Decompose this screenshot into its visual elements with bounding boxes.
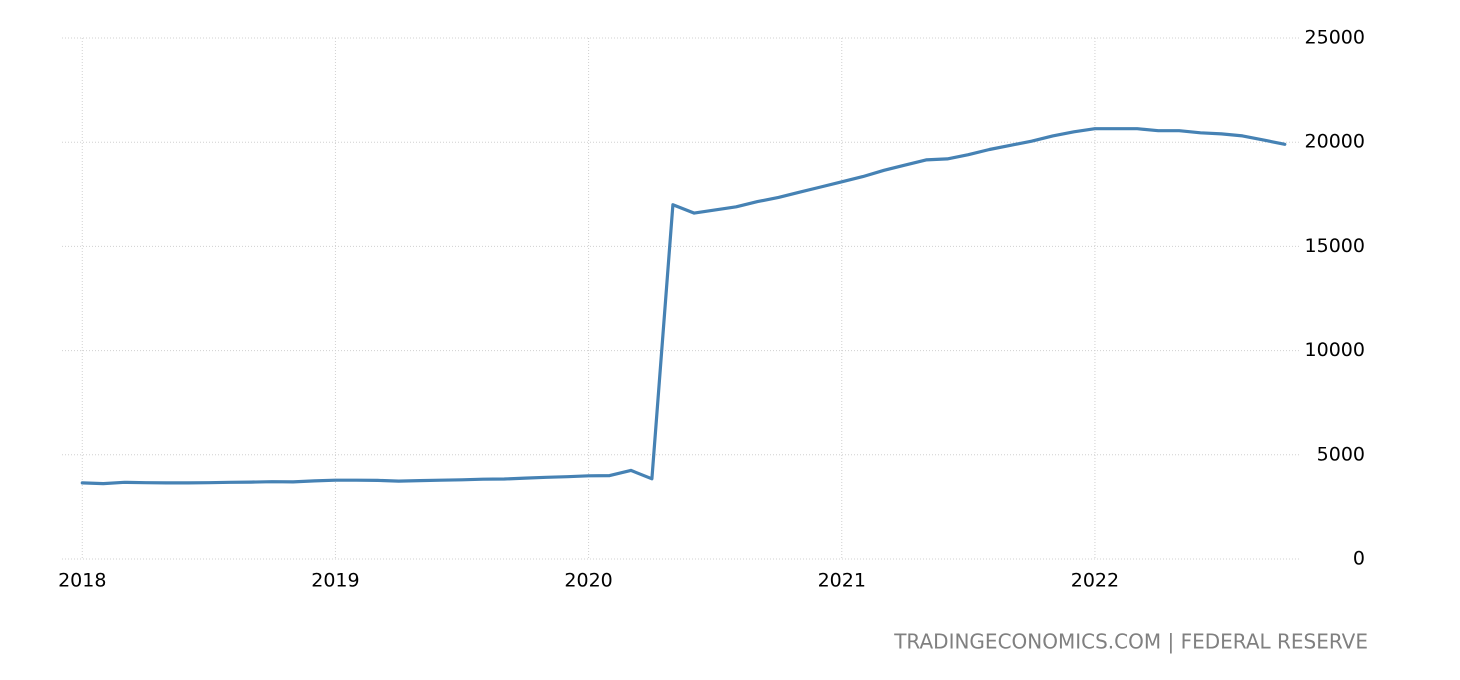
y-tick-label: 0: [1353, 548, 1365, 570]
x-tick-label: 2018: [58, 570, 106, 592]
y-tick-label: 5000: [1317, 443, 1365, 465]
y-tick-label: 20000: [1305, 131, 1365, 153]
x-tick-label: 2021: [818, 570, 866, 592]
source: TRADINGECONOMICS.COM | FEDERAL RESERVE: [893, 630, 1368, 654]
y-tick-label: 15000: [1305, 235, 1365, 257]
line: [80, 127, 1287, 486]
y-tick-label: 25000: [1305, 27, 1365, 49]
y-tick-label: 10000: [1305, 339, 1365, 361]
x-tick-label: 2022: [1071, 570, 1119, 592]
x-tick-label: 2020: [564, 570, 612, 592]
x-tick-label: 2019: [311, 570, 359, 592]
